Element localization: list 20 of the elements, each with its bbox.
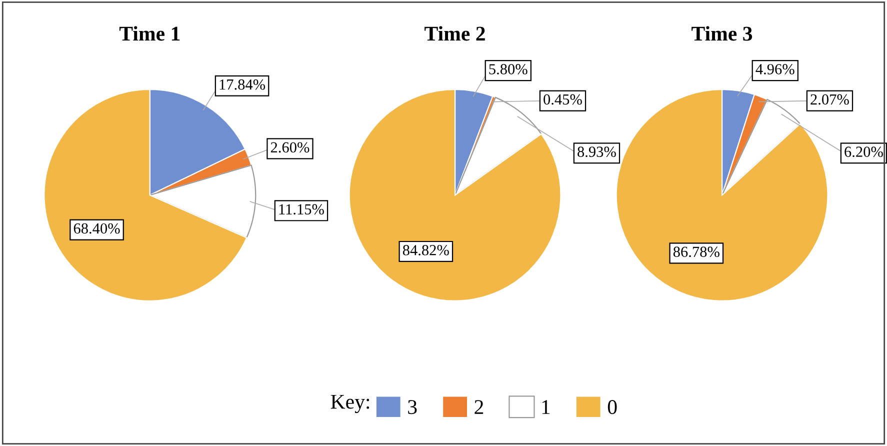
chart-title: Time 1 bbox=[119, 26, 180, 41]
data-label: 11.15% bbox=[279, 204, 324, 215]
data-label: 86.78% bbox=[673, 246, 720, 258]
data-label: 2.60% bbox=[270, 142, 310, 153]
data-label: 0.45% bbox=[544, 94, 582, 105]
data-label: 8.93% bbox=[578, 146, 616, 158]
data-label: 84.82% bbox=[402, 245, 449, 256]
legend-label: 1 bbox=[542, 400, 550, 414]
legend-title: Key: bbox=[330, 394, 370, 414]
data-label: 17.84% bbox=[220, 79, 266, 90]
data-label: 2.07% bbox=[810, 94, 849, 105]
chart-title: Time 2 bbox=[424, 26, 485, 41]
data-label: 4.96% bbox=[756, 64, 794, 74]
data-label: 6.20% bbox=[844, 146, 883, 158]
data-label: 68.40% bbox=[74, 223, 120, 234]
legend-label: 3 bbox=[408, 400, 417, 414]
chart-title: Time 3 bbox=[692, 26, 752, 41]
legend-label: 2 bbox=[474, 400, 484, 414]
legend-label: 0 bbox=[608, 400, 617, 414]
data-label: 5.80% bbox=[489, 64, 528, 74]
